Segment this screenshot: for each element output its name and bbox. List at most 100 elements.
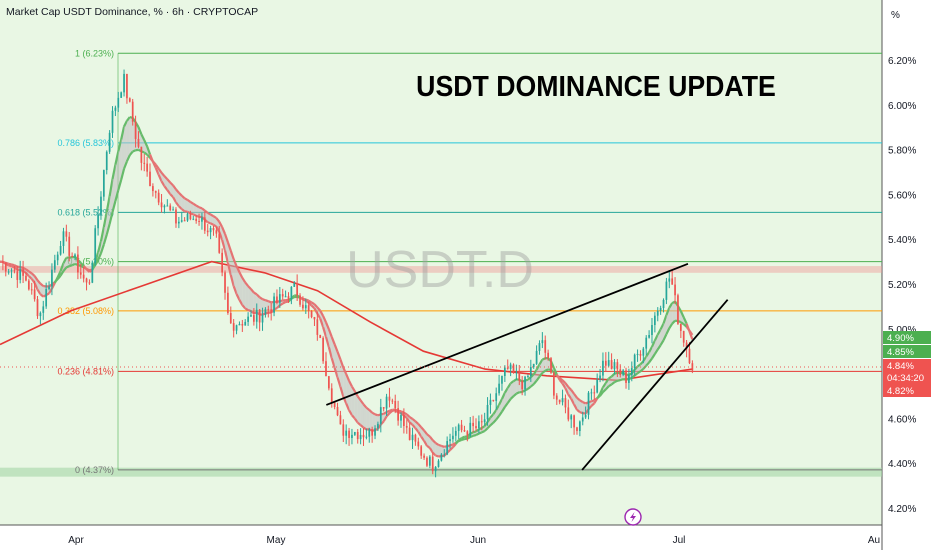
price-axis[interactable]: 6.20%6.00%5.80%5.60%5.40%5.20%5.00%4.80%…: [888, 56, 916, 515]
ribbon-fast-115: [327, 346, 333, 359]
candle-body-41: [117, 97, 120, 108]
candle-body-223: [642, 348, 645, 356]
ribbon-slow-4: [8, 262, 12, 266]
unit-button[interactable]: [885, 3, 927, 25]
candle-body-132: [379, 407, 382, 424]
ribbon-fill-151: [432, 440, 436, 456]
ribbon-fill-24: [66, 257, 70, 268]
candle-78: [224, 270, 226, 300]
candle-body-160: [460, 424, 463, 431]
candle-208: [599, 369, 601, 383]
ribbon-slow-62: [175, 188, 180, 194]
candle-188: [541, 332, 544, 349]
candle-body-2: [4, 262, 7, 272]
candle-31: [88, 279, 91, 285]
ribbon-fast-209: [599, 386, 604, 395]
candle-body-44: [126, 73, 128, 99]
ribbon-fast-146: [417, 431, 423, 438]
candle-5: [13, 265, 16, 274]
ribbon-fill-126: [360, 400, 364, 428]
price-badge-bg-4: [883, 384, 931, 397]
ribbon-fast-112: [319, 318, 325, 328]
price-axis-background[interactable]: [882, 0, 932, 550]
price-badge-bg-1: [883, 345, 931, 358]
ribbon-fast-233: [668, 302, 674, 309]
ribbon-slow-93: [265, 299, 269, 303]
candle-191: [550, 357, 552, 374]
candle-body-47: [134, 121, 137, 139]
candle-body-14: [39, 312, 42, 317]
ribbon-fast-58: [163, 185, 169, 191]
ribbon-slow-229: [656, 344, 662, 351]
ribbon-fill-64: [181, 195, 185, 212]
candle-211: [607, 351, 610, 368]
candle-body-98: [281, 294, 284, 297]
candle-body-214: [616, 362, 619, 370]
candle-body-140: [403, 415, 405, 426]
ribbon-slow-154: [441, 444, 445, 448]
candle-134: [385, 393, 388, 417]
candle-body-228: [656, 310, 659, 316]
candle-43: [123, 69, 125, 97]
candle-body-178: [512, 364, 515, 373]
candle-142: [408, 422, 411, 441]
ribbon-slow-109: [310, 301, 316, 306]
ribbon-slow-55: [154, 164, 160, 170]
ribbon-fill-202: [579, 400, 583, 414]
lightning-event-icon[interactable]: [624, 508, 642, 526]
candle-77: [221, 248, 224, 277]
candle-body-1: [2, 261, 4, 263]
trendlines-layer[interactable]: [326, 263, 729, 471]
candle-87: [250, 310, 252, 317]
ribbon-fast-199: [570, 398, 576, 405]
ribbon-slow-59: [166, 178, 172, 184]
ribbon-fast-134: [382, 415, 388, 422]
ribbon-slow-240: [688, 330, 694, 336]
ribbon-slow-209: [599, 391, 604, 397]
ribbon-slow-147: [420, 426, 425, 432]
ribbon-fill-180: [516, 379, 520, 394]
candle-body-40: [114, 107, 117, 111]
price-badge-0: 4.90%: [883, 331, 931, 344]
candle-body-219: [630, 368, 633, 376]
candle-36: [102, 169, 105, 201]
candle-185: [532, 363, 535, 369]
candles-layer[interactable]: [2, 69, 694, 478]
ribbon-slow-203: [582, 401, 587, 405]
time-axis[interactable]: Apr May Jun Jul Au: [68, 535, 880, 546]
ribbon-slow-85: [241, 277, 247, 284]
candle-209: [602, 352, 604, 382]
candle-body-111: [319, 334, 322, 338]
watermark: USDT.D: [346, 241, 534, 299]
fib-label-1: 0.786 (5.83%): [57, 138, 114, 148]
candle-236: [679, 323, 682, 339]
candle-body-149: [428, 456, 431, 466]
ribbon-slow-25: [68, 264, 73, 268]
time-axis-background[interactable]: [0, 525, 882, 550]
candle-body-235: [677, 295, 679, 324]
ribbon-slow-173: [495, 415, 500, 421]
ribbon-slow-120: [342, 367, 348, 375]
candle-body-33: [94, 228, 97, 263]
candle-235: [677, 293, 679, 325]
candle-body-10: [27, 280, 30, 290]
fib-retracement-layer[interactable]: 1 (6.23%) 0.786 (5.83%) 0.618 (5.52%) 0.5 (…: [57, 48, 882, 475]
ribbon-slow-223: [639, 368, 645, 373]
candle-65: [186, 212, 189, 222]
candle-body-222: [639, 353, 642, 356]
candle-178: [512, 363, 515, 374]
ribbon-fill-214: [614, 372, 618, 383]
time-tick-2: Jun: [470, 535, 486, 546]
candle-143: [411, 427, 414, 449]
ribbon-slow-200: [573, 393, 578, 399]
candle-body-194: [558, 399, 561, 403]
candle-body-198: [570, 415, 573, 420]
ribbon-fill-125: [357, 396, 361, 426]
candle-body-169: [486, 404, 489, 420]
candle-1: [2, 255, 4, 271]
ribbon-slow-144: [411, 418, 417, 423]
candle-body-233: [671, 278, 674, 285]
candle-body-138: [397, 408, 399, 421]
candle-200: [576, 426, 578, 435]
